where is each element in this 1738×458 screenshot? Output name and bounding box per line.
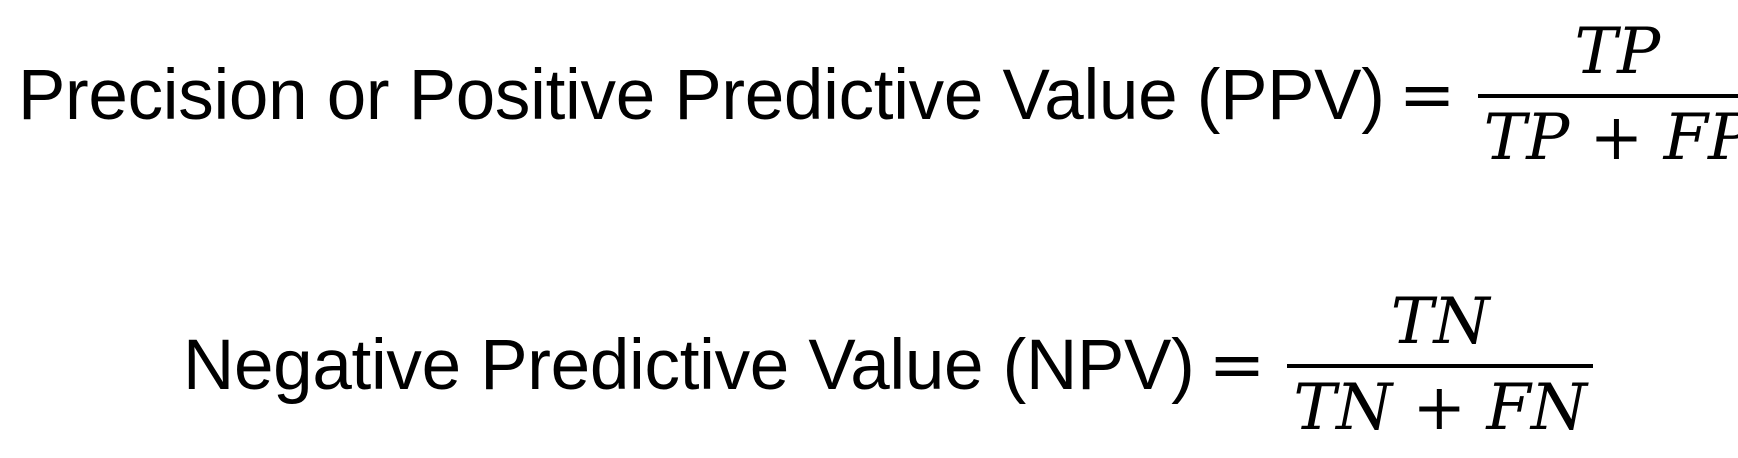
ppv-equation: Precision or Positive Predictive Value (… bbox=[18, 10, 1738, 180]
equals-sign: = bbox=[1398, 55, 1456, 135]
ppv-label: Precision or Positive Predictive Value (… bbox=[18, 55, 1385, 135]
ppv-denominator: TP + FP bbox=[1483, 101, 1738, 175]
npv-equation: Negative Predictive Value (NPV) = TN TN … bbox=[183, 280, 1593, 450]
ppv-fraction: TP TP + FP bbox=[1477, 15, 1738, 175]
fraction-bar bbox=[1287, 364, 1593, 368]
npv-fraction: TN TN + FN bbox=[1287, 285, 1593, 445]
equals-sign: = bbox=[1208, 325, 1266, 405]
npv-numerator: TN bbox=[1390, 285, 1490, 359]
ppv-numerator: TP bbox=[1574, 15, 1661, 89]
npv-denominator: TN + FN bbox=[1293, 371, 1587, 445]
fraction-bar bbox=[1477, 94, 1738, 98]
npv-label: Negative Predictive Value (NPV) bbox=[183, 325, 1195, 405]
